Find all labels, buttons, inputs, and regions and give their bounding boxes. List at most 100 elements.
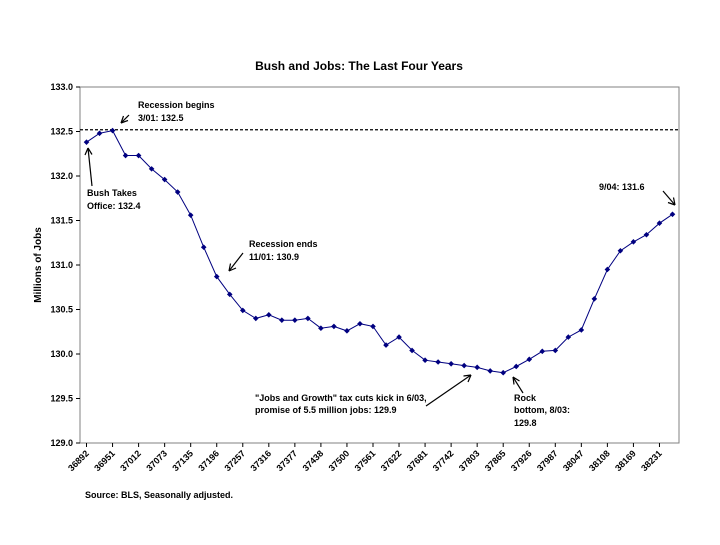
annotation-text: 3/01: 132.5 [138,113,184,123]
annotation-text: Recession ends [249,239,318,249]
arrowhead [512,376,520,385]
data-point [578,327,585,333]
y-tick-label: 129.0 [50,438,73,448]
x-tick-label: 37500 [327,448,352,473]
x-tick-label: 37257 [222,448,247,473]
x-tick-label: 37561 [353,448,378,473]
arrowhead [228,263,237,272]
annotation-text: Office: 132.4 [87,201,141,211]
annotation-recession-ends: Recession ends 11/01: 130.9 [249,239,318,262]
data-point [239,307,246,314]
data-point [266,312,272,318]
data-point [318,325,324,331]
annotation-text: Rock [514,393,537,403]
x-tick-label: 38231 [639,448,664,473]
arrowhead [667,197,676,206]
annotation-text: 11/01: 130.9 [249,252,299,262]
x-tick-label: 37012 [118,448,143,473]
data-point [591,296,598,302]
data-point [187,212,194,218]
data-point [552,347,559,354]
x-tick-label: 37073 [144,448,169,473]
data-point [513,363,520,370]
y-tick-label: 131.5 [50,216,73,226]
annotation-rock-bottom: Rock bottom, 8/03: 129.8 [514,393,570,428]
data-point [213,273,220,280]
data-point [174,189,181,195]
y-tick-label: 132.5 [50,127,73,137]
annotation-tax-cuts: "Jobs and Growth" tax cuts kick in 6/03,… [255,393,427,415]
data-point [643,231,650,238]
annotation-recession-begins: Recession begins 3/01: 132.5 [138,100,215,123]
x-tick-label: 37987 [535,448,560,473]
annotation-latest: 9/04: 131.6 [599,182,645,192]
data-point [604,266,611,273]
annotation-text: Bush Takes [87,188,137,198]
x-tick-label: 37377 [275,448,300,473]
annotation-text: 9/04: 131.6 [599,182,645,192]
data-point [305,315,311,322]
data-point [96,130,103,137]
x-tick-label: 37622 [379,448,404,473]
plot-area [79,86,680,444]
y-axis: 129.0 129.5 130.0 130.5 131.0 131.5 132.0 132.5… [50,82,80,448]
x-tick-label: 37865 [483,448,508,473]
data-point [83,139,90,145]
y-tick-label: 130.0 [50,349,73,359]
data-point [292,317,298,323]
y-tick-label: 133.0 [50,82,73,92]
data-point [396,334,402,340]
arrow-recession-begins [120,114,130,124]
data-point [344,328,350,334]
data-point [500,369,507,376]
data-point [487,368,493,374]
arrow-bush-takes-office [87,147,93,187]
y-tick-label: 129.5 [50,394,73,404]
data-point [526,356,533,363]
data-point [357,320,363,327]
data-point [161,176,168,183]
x-tick-label: 37135 [170,448,195,473]
arrow-tax-cuts [425,374,472,407]
x-tick-label: 37438 [301,448,326,473]
data-point [422,357,428,364]
x-tick-label: 37926 [509,448,534,473]
chart-title: Bush and Jobs: The Last Four Years [255,59,463,73]
annotation-bush-takes-office: Bush Takes Office: 132.4 [87,188,141,211]
data-point [135,152,142,159]
data-point [409,347,415,354]
data-point [630,239,637,245]
arrowhead [120,115,129,124]
annotation-text: "Jobs and Growth" tax cuts kick in 6/03, [255,393,427,403]
x-tick-label: 37316 [248,448,273,473]
x-tick-label: 36892 [66,448,91,473]
data-point [370,323,376,330]
data-point [461,362,467,369]
x-tick-label: 37681 [405,448,430,473]
y-axis-title: Millions of Jobs [33,227,44,303]
data-point [539,348,546,355]
arrowhead [463,374,472,383]
arrow-latest [662,190,676,206]
data-point [383,342,389,348]
data-point [656,220,663,226]
annotation-text: 129.8 [514,418,537,428]
annotation-text: Recession begins [138,100,215,110]
x-tick-label: 38108 [587,448,612,473]
data-point [435,359,441,365]
data-point [148,166,155,172]
data-point [331,323,337,330]
data-point [617,247,624,254]
arrow-rock-bottom [512,376,524,394]
series-group [83,127,676,376]
x-tick-label: 38047 [561,448,586,473]
annotation-arrows [84,114,676,407]
data-point [565,334,572,340]
x-axis: 36892 36951 37012 37073 37135 37196 37257 37316… [66,443,664,473]
arrowhead [84,147,93,156]
arrow-recession-ends [228,252,244,272]
y-tick-label: 132.0 [50,171,73,181]
x-tick-label: 37742 [431,448,456,473]
